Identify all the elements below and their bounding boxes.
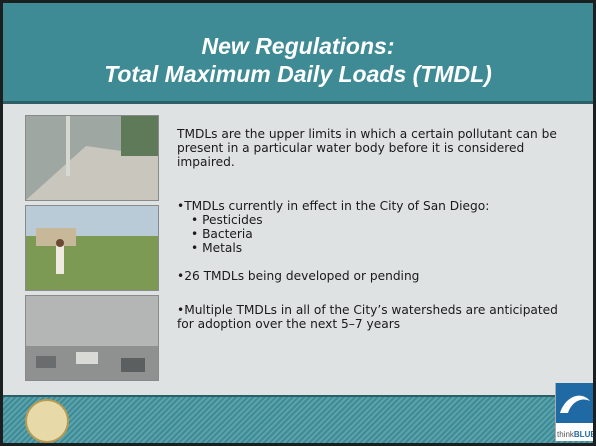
- intro: TMDLs are the upper limits in which a ce…: [177, 127, 557, 169]
- header: New Regulations: Total Maximum Daily Loa…: [3, 3, 593, 104]
- city-seal: [25, 399, 69, 443]
- footer-band: [3, 395, 593, 443]
- title: Total Maximum Daily Loads (TMDL): [104, 61, 492, 87]
- sub-bullet: • Bacteria: [191, 227, 253, 241]
- logo-wave: [556, 383, 593, 423]
- photo-street: [25, 115, 159, 201]
- photo-traffic: [25, 295, 159, 381]
- sub-bullet: • Metals: [191, 241, 243, 255]
- think-blue-logo: thinkBLUE: [555, 383, 596, 441]
- title: New Regulations:: [201, 33, 395, 59]
- photo-park: [25, 205, 159, 291]
- logo-blue: BLUE: [573, 430, 596, 439]
- bullet: •TMDLs currently in effect in the City o…: [177, 199, 490, 213]
- sub-bullet: • Pesticides: [191, 213, 263, 227]
- logo-think: think: [557, 430, 574, 439]
- bullet: •26 TMDLs being developed or pending: [177, 269, 420, 283]
- bullet: •Multiple TMDLs in all of the City’s wat…: [177, 303, 558, 331]
- logo-text: thinkBLUE: [556, 427, 596, 440]
